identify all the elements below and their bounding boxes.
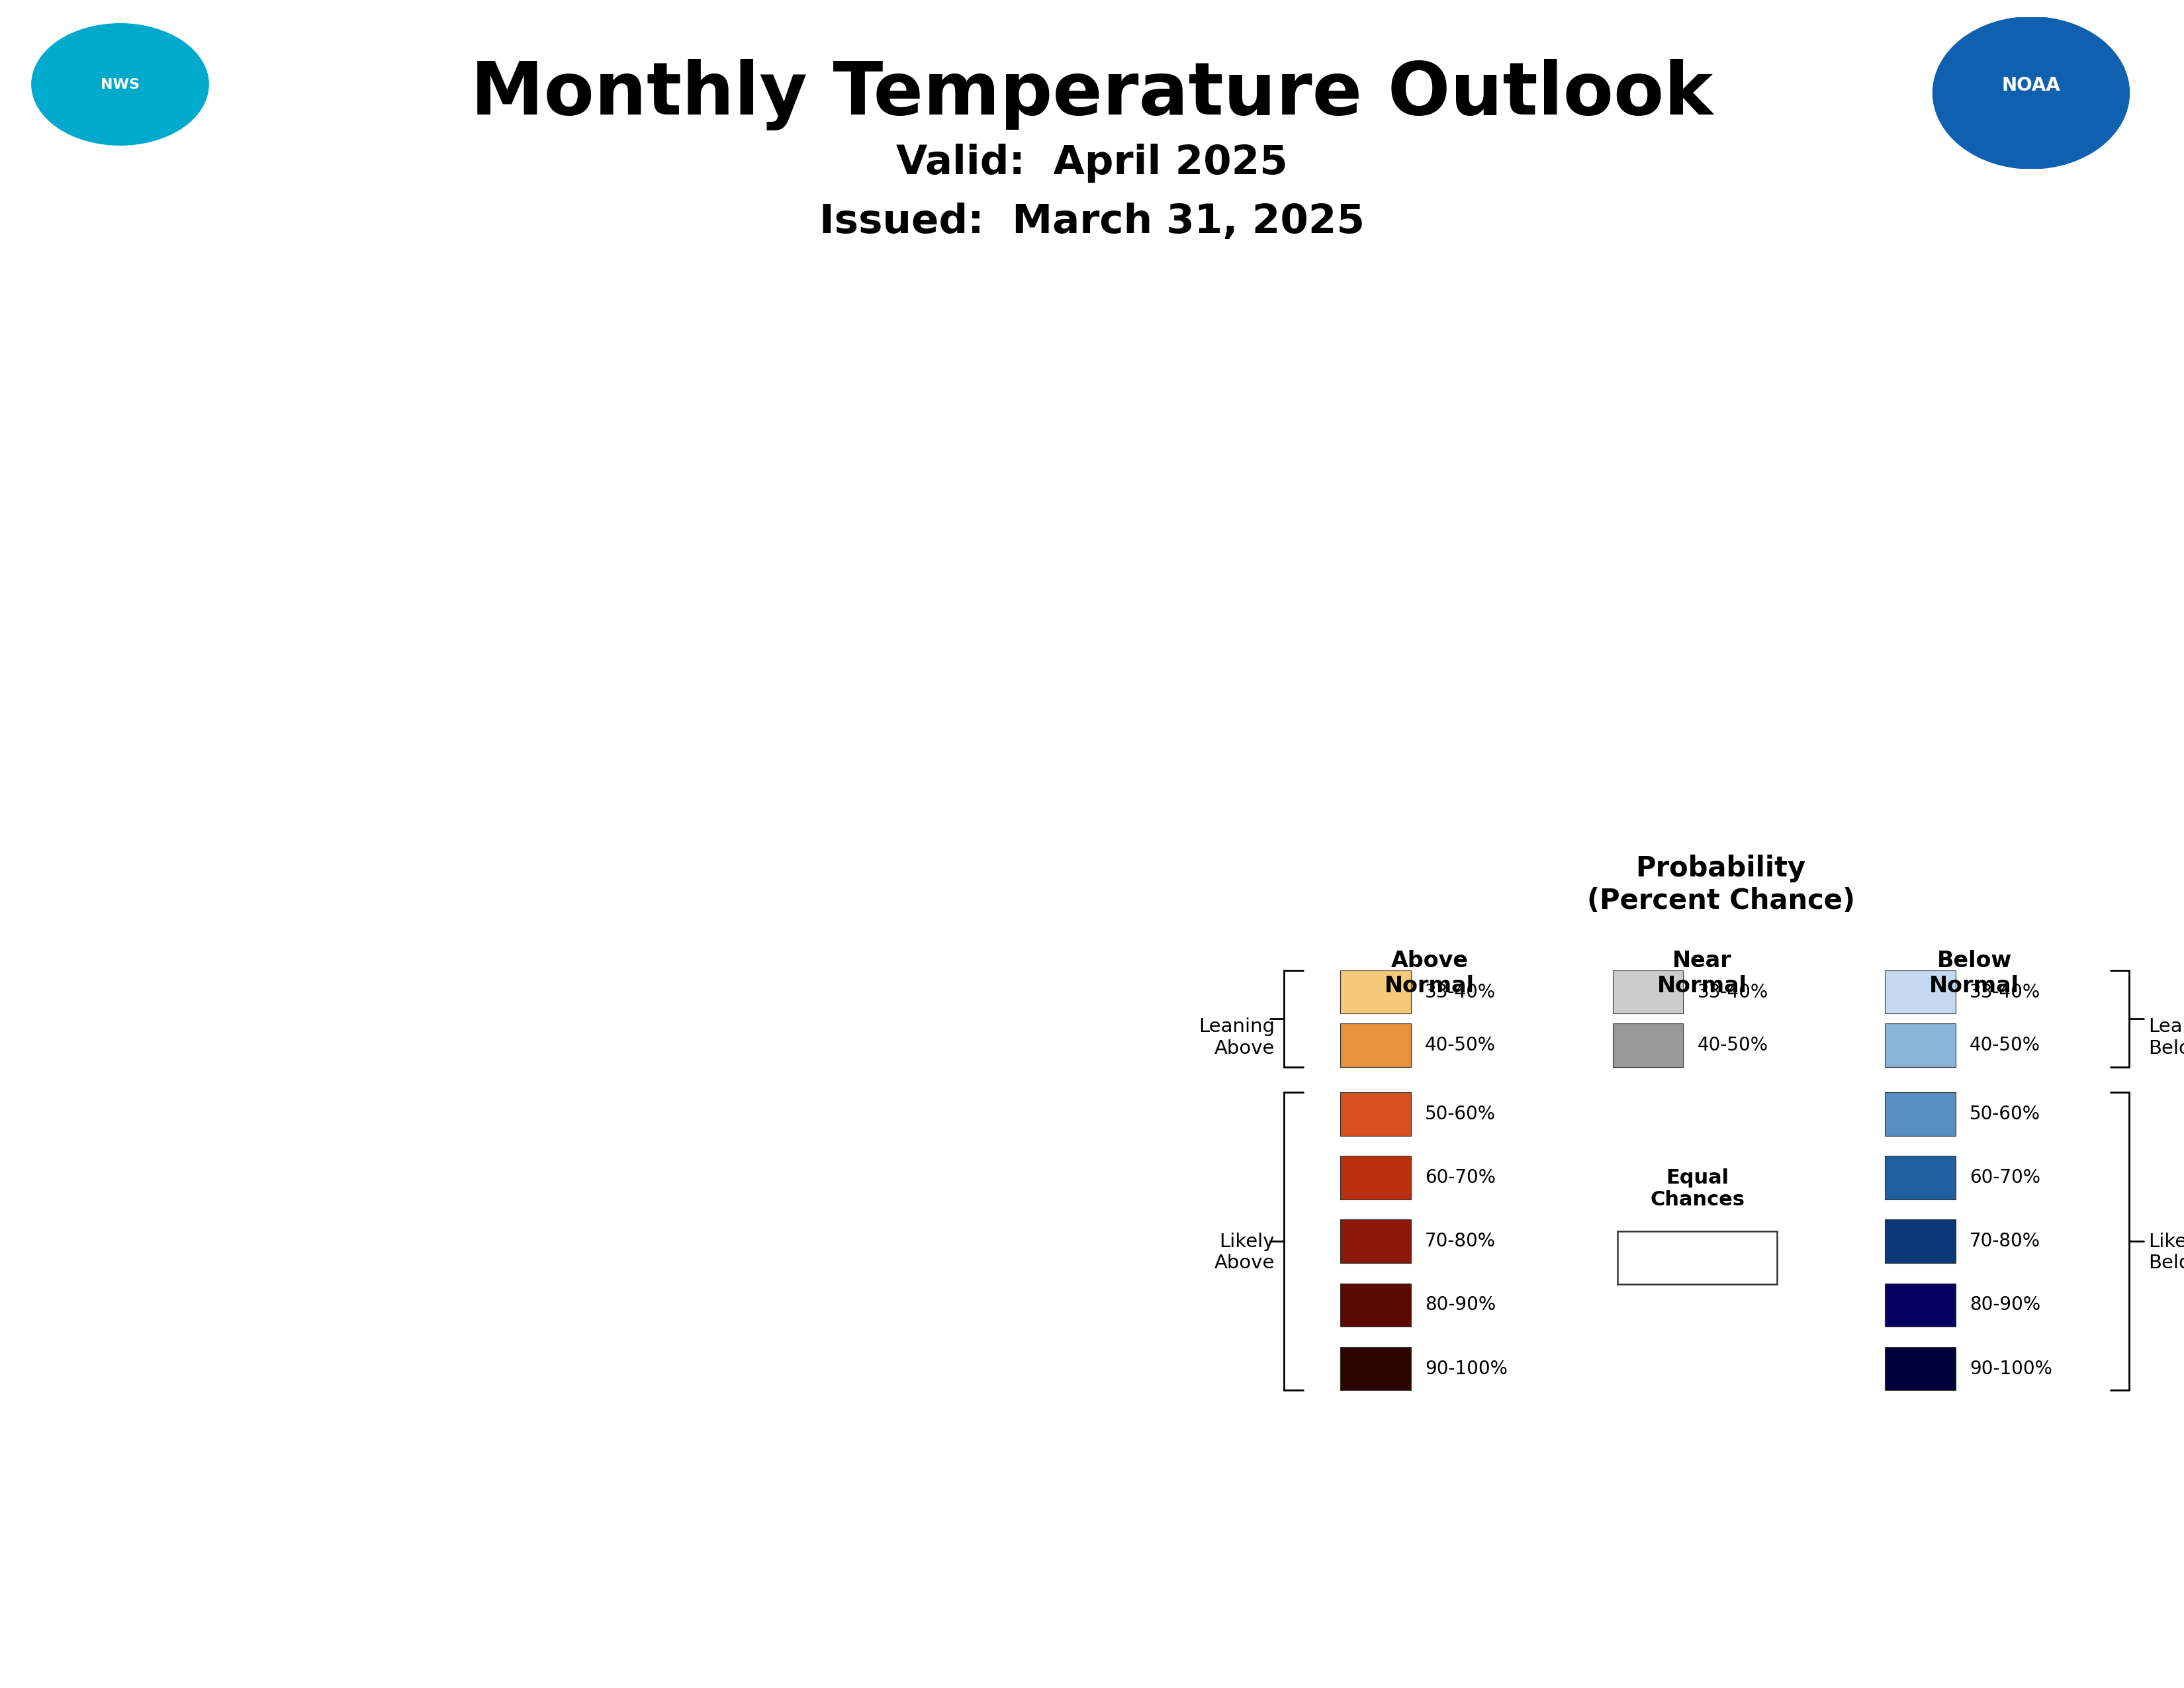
Text: 50-60%: 50-60% (1970, 1104, 2040, 1123)
Text: 80-90%: 80-90% (1424, 1296, 1496, 1315)
Text: 80-90%: 80-90% (1970, 1296, 2040, 1315)
Text: NWS: NWS (100, 78, 140, 91)
Text: Equal
Chances: Equal Chances (1649, 1168, 1745, 1210)
Text: 90-100%: 90-100% (1970, 1359, 2053, 1377)
Text: 33-40%: 33-40% (1424, 982, 1496, 1001)
Text: Leaning
Above: Leaning Above (1199, 1018, 1275, 1058)
Bar (1885, 1023, 1955, 1067)
Circle shape (31, 24, 207, 145)
Text: 40-50%: 40-50% (1697, 1036, 1769, 1055)
Text: 33-40%: 33-40% (1697, 982, 1769, 1001)
Text: 60-70%: 60-70% (1424, 1168, 1496, 1187)
Bar (1885, 1156, 1955, 1200)
Text: Probability
(Percent Chance): Probability (Percent Chance) (1588, 854, 1854, 915)
Bar (1341, 971, 1411, 1014)
Text: Likely
Above: Likely Above (1214, 1232, 1275, 1273)
Bar (1612, 971, 1684, 1014)
Bar (1341, 1092, 1411, 1136)
Text: 90-100%: 90-100% (1424, 1359, 1507, 1377)
Text: NOAA: NOAA (2003, 76, 2060, 95)
Text: Below
Normal: Below Normal (1928, 950, 2020, 998)
Bar (1341, 1023, 1411, 1067)
Bar (1612, 1023, 1684, 1067)
Text: 50-60%: 50-60% (1424, 1104, 1496, 1123)
Text: Leaning
Below: Leaning Below (2149, 1018, 2184, 1058)
Text: Issued:  March 31, 2025: Issued: March 31, 2025 (819, 203, 1365, 241)
Text: 60-70%: 60-70% (1970, 1168, 2040, 1187)
Bar (1885, 1283, 1955, 1327)
Text: 70-80%: 70-80% (1970, 1232, 2040, 1251)
Bar (1341, 1283, 1411, 1327)
Text: Likely
Below: Likely Below (2149, 1232, 2184, 1273)
Bar (1885, 971, 1955, 1014)
Text: 33-40%: 33-40% (1970, 982, 2040, 1001)
Text: 40-50%: 40-50% (1970, 1036, 2040, 1055)
Bar (1341, 1347, 1411, 1391)
Bar (1885, 1220, 1955, 1263)
Bar (1885, 1347, 1955, 1391)
Text: 40-50%: 40-50% (1424, 1036, 1496, 1055)
Text: Above
Normal: Above Normal (1385, 950, 1474, 998)
Text: 70-80%: 70-80% (1424, 1232, 1496, 1251)
Bar (1618, 1231, 1778, 1285)
Text: Valid:  April 2025: Valid: April 2025 (895, 143, 1289, 182)
Text: Monthly Temperature Outlook: Monthly Temperature Outlook (472, 59, 1712, 130)
Bar (1885, 1092, 1955, 1136)
Ellipse shape (1933, 17, 2129, 169)
Text: Near
Normal: Near Normal (1658, 950, 1747, 998)
Bar (1341, 1156, 1411, 1200)
Bar (1341, 1220, 1411, 1263)
